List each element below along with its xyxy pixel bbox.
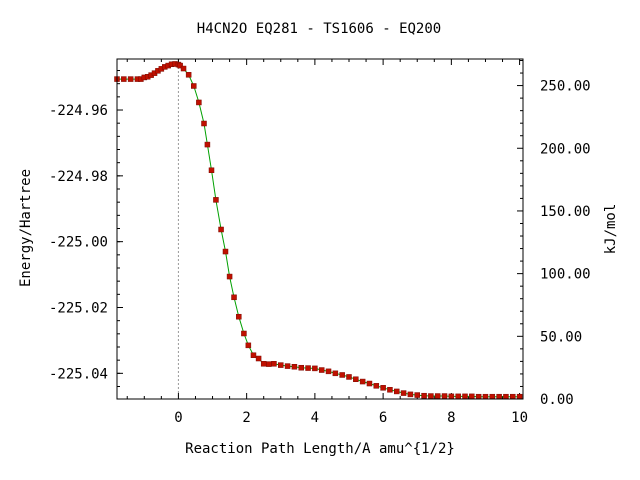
- data-point: [318, 367, 325, 373]
- data-point: [312, 365, 318, 372]
- data-point: [469, 393, 475, 400]
- data-point: [284, 363, 291, 369]
- data-point: [226, 273, 233, 280]
- x-tick-label: 0: [174, 410, 182, 426]
- y-tick-label: -225.04: [49, 366, 108, 382]
- y-tick-label: -225.00: [49, 235, 108, 251]
- data-point: [127, 76, 134, 82]
- data-point: [434, 393, 441, 399]
- plot-frame: [116, 58, 524, 400]
- data-point: [177, 62, 183, 69]
- x-tick-label: 2: [242, 410, 250, 426]
- data-point: [208, 167, 215, 173]
- data-point: [332, 370, 339, 377]
- data-point: [448, 393, 455, 400]
- data-point: [185, 72, 192, 78]
- data-point: [414, 392, 420, 398]
- data-point: [325, 368, 332, 375]
- data-point: [421, 392, 427, 399]
- data-point: [475, 393, 482, 400]
- y-tick-label: -225.02: [49, 300, 108, 316]
- data-point: [298, 364, 304, 371]
- data-point: [373, 383, 380, 389]
- data-point: [353, 376, 359, 383]
- data-point: [196, 99, 202, 106]
- data-point: [255, 355, 262, 362]
- energy-curve: [117, 63, 520, 398]
- data-point: [231, 294, 237, 301]
- data-point: [271, 361, 277, 367]
- data-point: [121, 76, 127, 82]
- data-point: [218, 226, 224, 233]
- x-tick-label: 8: [447, 410, 455, 426]
- data-point: [428, 393, 434, 399]
- y2-axis-label: kJ/mol: [603, 204, 619, 255]
- data-point: [191, 83, 197, 89]
- y2-tick-label: 0.00: [540, 392, 574, 408]
- y2-tick-label: 150.00: [540, 204, 591, 220]
- y2-tick-label: 50.00: [540, 329, 582, 345]
- data-point: [241, 330, 247, 337]
- y2-tick-label: 200.00: [540, 141, 591, 157]
- x-tick-label: 4: [311, 410, 319, 426]
- data-point: [455, 393, 461, 400]
- y-tick-label: -224.98: [49, 169, 108, 185]
- data-point: [359, 378, 366, 385]
- chart-title: H4CN2O EQ281 - TS1606 - EQ200: [197, 21, 441, 37]
- data-point: [278, 362, 284, 368]
- data-point: [180, 65, 187, 72]
- data-point: [260, 361, 267, 367]
- x-tick-label: 6: [379, 410, 387, 426]
- data-point: [489, 393, 496, 400]
- data-point: [250, 352, 257, 358]
- data-point: [213, 197, 219, 203]
- data-point: [462, 393, 468, 400]
- data-point: [482, 393, 489, 400]
- data-point: [366, 380, 373, 387]
- data-point: [204, 141, 211, 148]
- y-tick-label: -224.96: [49, 103, 108, 119]
- data-point: [503, 393, 509, 400]
- data-point: [516, 393, 523, 400]
- data-point: [305, 365, 311, 371]
- x-axis-label: Reaction Path Length/A amu^{1/2}: [185, 441, 455, 457]
- data-point: [407, 391, 414, 398]
- data-point: [400, 390, 407, 396]
- data-point: [510, 393, 516, 400]
- data-point: [339, 372, 345, 378]
- data-point: [222, 248, 229, 255]
- y-axis-label: Energy/Hartree: [18, 169, 34, 287]
- data-point: [236, 313, 242, 320]
- data-point: [387, 387, 393, 393]
- data-point: [201, 120, 207, 127]
- y2-tick-label: 250.00: [540, 79, 591, 95]
- y2-tick-label: 100.00: [540, 267, 591, 283]
- data-point: [394, 388, 400, 395]
- data-point: [496, 393, 502, 400]
- data-point: [291, 363, 298, 370]
- data-point: [380, 385, 386, 391]
- x-tick-label: 10: [511, 410, 528, 426]
- data-point: [346, 374, 352, 380]
- data-point: [441, 393, 448, 399]
- data-point: [245, 342, 252, 349]
- data-point: [266, 361, 272, 367]
